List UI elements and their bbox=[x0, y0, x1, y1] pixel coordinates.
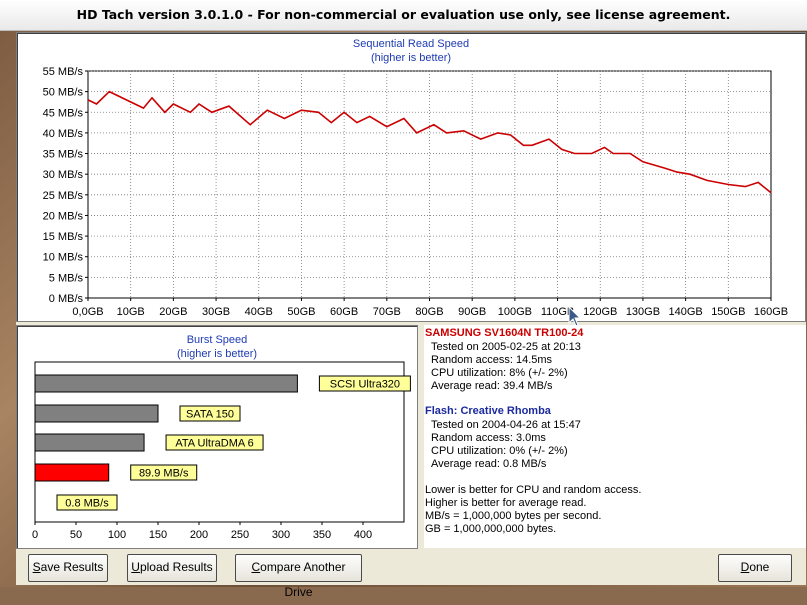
burst-x-tick-label: 150 bbox=[149, 529, 167, 541]
save-results-button[interactable]: Save Results bbox=[28, 554, 108, 582]
burst-x-tick-label: 100 bbox=[108, 529, 126, 541]
burst-chart-subtitle: (higher is better) bbox=[176, 348, 258, 360]
drive1-random-access: Random access: 14.5ms bbox=[431, 354, 553, 366]
seq-x-tick-label: 30GB bbox=[202, 306, 230, 318]
note-mbs-definition: MB/s = 1,000,000 bytes per second. bbox=[425, 510, 602, 522]
seq-y-tick-label: 30 MB/s bbox=[43, 169, 84, 181]
window-title: HD Tach version 3.0.1.0 - For non-commer… bbox=[0, 0, 807, 31]
mouse-cursor-icon bbox=[568, 306, 582, 327]
burst-value-label: SCSI Ultra320 bbox=[330, 379, 400, 391]
burst-value-label-box bbox=[130, 464, 198, 481]
burst-x-tick-label: 400 bbox=[354, 529, 372, 541]
burst-bar bbox=[34, 374, 298, 393]
burst-bar bbox=[34, 463, 110, 482]
seq-y-tick-label: 50 MB/s bbox=[43, 87, 84, 99]
seq-x-tick-label: 40GB bbox=[245, 306, 273, 318]
seq-y-tick-label: 15 MB/s bbox=[43, 231, 84, 243]
drive2-cpu: CPU utilization: 0% (+/- 2%) bbox=[431, 445, 568, 457]
burst-value-label: 89.9 MB/s bbox=[139, 468, 189, 480]
sequential-read-chart: 0 MB/s 5 MB/s 10 MB/s 15 MB/s 20 MB/s 25 MB/s… bbox=[43, 66, 788, 318]
seq-y-tick-label: 45 MB/s bbox=[43, 107, 84, 119]
burst-x-tick-label: 200 bbox=[190, 529, 208, 541]
done-button[interactable]: Done bbox=[718, 554, 792, 582]
seq-x-tick-label: 50GB bbox=[287, 306, 315, 318]
seq-y-tick-label: 55 MB/s bbox=[43, 66, 84, 78]
seq-chart-subtitle: (higher is better) bbox=[370, 52, 452, 64]
seq-x-tick-label: 80GB bbox=[415, 306, 443, 318]
seq-chart-title: Sequential Read Speed bbox=[352, 38, 470, 50]
seq-y-tick-label: 35 MB/s bbox=[43, 149, 84, 161]
drive2-average: Average read: 0.8 MB/s bbox=[431, 458, 547, 470]
burst-value-label-box bbox=[56, 494, 118, 511]
burst-x-tick-label: 300 bbox=[272, 529, 290, 541]
burst-x-tick-label: 50 bbox=[70, 529, 82, 541]
drive2-tested: Tested on 2004-04-26 at 15:47 bbox=[431, 419, 581, 431]
results-info-panel: SAMSUNG SV1604N TR100-24 Tested on 2005-… bbox=[424, 325, 806, 548]
seq-x-tick-label: 150GB bbox=[711, 306, 745, 318]
note-gb-definition: GB = 1,000,000,000 bytes. bbox=[425, 523, 557, 535]
burst-x-tick-label: 350 bbox=[313, 529, 331, 541]
seq-x-tick-label: 130GB bbox=[626, 306, 660, 318]
note-higher-better: Higher is better for average read. bbox=[425, 497, 587, 509]
note-lower-better: Lower is better for CPU and random acces… bbox=[425, 484, 642, 496]
burst-value-label-box bbox=[165, 434, 264, 451]
seq-x-tick-label: 100GB bbox=[498, 306, 532, 318]
burst-x-tick-label: 250 bbox=[231, 529, 249, 541]
seq-y-tick-label: 10 MB/s bbox=[43, 252, 84, 264]
burst-bar bbox=[34, 404, 159, 423]
seq-y-tick-label: 0 MB/s bbox=[49, 293, 84, 305]
seq-x-tick-label: 70GB bbox=[373, 306, 401, 318]
drive2-name: Flash: Creative Rhomba bbox=[425, 405, 551, 417]
seq-x-tick-label: 0,0GB bbox=[72, 306, 103, 318]
seq-read-series-line bbox=[87, 90, 772, 194]
seq-y-tick-label: 5 MB/s bbox=[49, 272, 84, 284]
drive1-cpu: CPU utilization: 8% (+/- 2%) bbox=[431, 367, 568, 379]
seq-x-tick-label: 160GB bbox=[754, 306, 788, 318]
drive2-random-access: Random access: 3.0ms bbox=[431, 432, 546, 444]
seq-x-tick-label: 90GB bbox=[458, 306, 486, 318]
seq-y-tick-label: 20 MB/s bbox=[43, 210, 84, 222]
burst-speed-chart: 0 50 100 150 200 250 300 350 400 SCSI Ultra320 SAT… bbox=[32, 361, 411, 541]
burst-value-label: ATA UltraDMA 6 bbox=[175, 438, 253, 450]
seq-x-tick-label: 10GB bbox=[117, 306, 145, 318]
drive1-average: Average read: 39.4 MB/s bbox=[431, 380, 553, 392]
burst-value-label: 0.8 MB/s bbox=[65, 498, 109, 510]
seq-y-tick-label: 25 MB/s bbox=[43, 190, 84, 202]
seq-x-tick-label: 60GB bbox=[330, 306, 358, 318]
compare-another-drive-button[interactable]: Compare Another Drive bbox=[235, 554, 362, 599]
seq-y-tick-label: 40 MB/s bbox=[43, 128, 84, 140]
drive1-tested: Tested on 2005-02-25 at 20:13 bbox=[431, 341, 581, 353]
burst-chart-title: Burst Speed bbox=[186, 334, 248, 346]
burst-x-tick-label: 0 bbox=[32, 529, 38, 541]
seq-x-tick-label: 120GB bbox=[583, 306, 617, 318]
burst-value-label-box bbox=[318, 375, 411, 392]
seq-x-tick-label: 140GB bbox=[669, 306, 703, 318]
drive1-name: SAMSUNG SV1604N TR100-24 bbox=[425, 327, 584, 339]
upload-results-button[interactable]: Upload Results bbox=[127, 554, 217, 582]
seq-x-tick-label: 110GB bbox=[541, 306, 574, 318]
burst-value-label-box bbox=[179, 405, 241, 422]
burst-bar bbox=[34, 433, 145, 452]
burst-value-label: SATA 150 bbox=[186, 409, 234, 421]
seq-x-tick-label: 20GB bbox=[159, 306, 187, 318]
